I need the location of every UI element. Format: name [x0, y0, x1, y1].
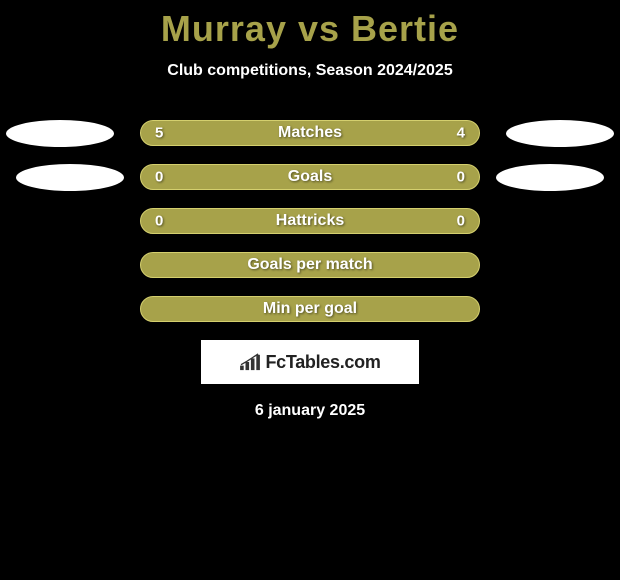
date-text: 6 january 2025 — [255, 402, 365, 420]
stat-bar: 0 Hattricks 0 — [140, 208, 480, 234]
stat-bar: 0 Goals 0 — [140, 164, 480, 190]
stat-row-goals: 0 Goals 0 — [0, 164, 620, 190]
stat-left-value: 0 — [155, 169, 163, 186]
brand-logo: FcTables.com — [201, 340, 419, 384]
stat-row-hattricks: 0 Hattricks 0 — [0, 208, 620, 234]
brand-text: FcTables.com — [265, 352, 380, 373]
stats-area: 5 Matches 4 0 Goals 0 0 Hattricks 0 — [0, 120, 620, 322]
chart-icon — [239, 353, 261, 371]
stat-bar: Min per goal — [140, 296, 480, 322]
stat-label: Goals per match — [247, 256, 372, 274]
player-left-marker — [6, 120, 114, 147]
subtitle: Club competitions, Season 2024/2025 — [167, 62, 452, 80]
stat-right-value: 0 — [457, 169, 465, 186]
stat-bar: 5 Matches 4 — [140, 120, 480, 146]
stat-right-value: 4 — [457, 125, 465, 142]
stat-right-value: 0 — [457, 213, 465, 230]
stat-row-goals-per-match: Goals per match — [0, 252, 620, 278]
player-right-marker — [496, 164, 604, 191]
stat-label: Matches — [278, 124, 342, 142]
stat-row-min-per-goal: Min per goal — [0, 296, 620, 322]
player-right-marker — [506, 120, 614, 147]
page-title: Murray vs Bertie — [161, 8, 459, 50]
stat-row-matches: 5 Matches 4 — [0, 120, 620, 146]
stat-label: Min per goal — [263, 300, 357, 318]
stat-left-value: 5 — [155, 125, 163, 142]
stat-label: Goals — [288, 168, 332, 186]
stat-label: Hattricks — [276, 212, 344, 230]
stat-bar: Goals per match — [140, 252, 480, 278]
stat-left-value: 0 — [155, 213, 163, 230]
player-left-marker — [16, 164, 124, 191]
comparison-infographic: Murray vs Bertie Club competitions, Seas… — [0, 0, 620, 580]
